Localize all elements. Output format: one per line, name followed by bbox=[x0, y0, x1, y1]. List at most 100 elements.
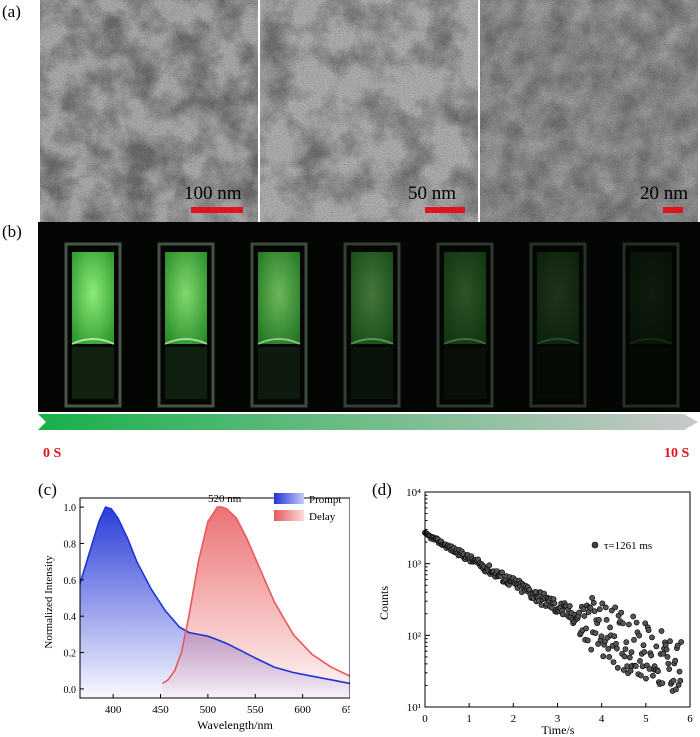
spectra-y-tick-label: 0.8 bbox=[64, 539, 77, 550]
decay-point bbox=[626, 654, 633, 661]
cuvette-base bbox=[537, 347, 579, 399]
decay-point bbox=[641, 649, 648, 655]
spectra-y-tick-label: 1.0 bbox=[64, 503, 77, 514]
decay-point bbox=[576, 609, 583, 616]
decay-point bbox=[649, 634, 655, 641]
decay-point bbox=[672, 657, 679, 664]
cuvette-frame bbox=[622, 242, 680, 408]
cuvette-glow bbox=[72, 252, 114, 344]
decay-point bbox=[612, 604, 619, 611]
cuvette-frame bbox=[250, 242, 308, 408]
cuvette-glow bbox=[630, 252, 672, 344]
decay-point bbox=[676, 668, 683, 675]
decay-point bbox=[596, 606, 603, 613]
decay-point bbox=[499, 569, 505, 576]
cuvette-meniscus bbox=[257, 338, 301, 345]
spectra-chart: 400 450 500 550 600 650 0.0 0.2 0.4 0.6 0.8 1.0 Wav… bbox=[43, 493, 350, 732]
tem-texture-1 bbox=[40, 0, 258, 222]
spectra-y-tick-label: 0.4 bbox=[64, 612, 77, 623]
decay-point bbox=[611, 633, 618, 640]
spectra-y-tick-label: 0.6 bbox=[64, 576, 77, 587]
decay-point bbox=[623, 639, 630, 646]
decay-point bbox=[620, 667, 627, 673]
tem-image-1: 100 nm bbox=[40, 0, 258, 222]
spectra-plot-area: 400 450 500 550 600 650 0.0 0.2 0.4 0.6 0.8 1.0 bbox=[64, 497, 350, 716]
decay-x-tick-label: 1 bbox=[466, 713, 472, 725]
tem-scale-label-3: 20 nm bbox=[640, 183, 689, 204]
decay-point bbox=[642, 620, 649, 627]
cuvette-glow bbox=[258, 252, 300, 344]
decay-x-tick-label: 2 bbox=[511, 713, 517, 725]
decay-point bbox=[603, 616, 610, 623]
decay-point bbox=[606, 653, 613, 660]
panel-label-c: (c) bbox=[38, 480, 57, 499]
decay-point bbox=[589, 595, 595, 601]
decay-point bbox=[621, 653, 628, 660]
decay-point bbox=[584, 637, 591, 644]
decay-y-tick-label: 10⁴ bbox=[406, 487, 421, 499]
decay-point bbox=[622, 646, 629, 652]
panel-label-a: (a) bbox=[2, 2, 21, 21]
decay-point bbox=[619, 620, 626, 627]
spectra-peak-annotation: 520 nm bbox=[208, 493, 242, 505]
decay-point bbox=[630, 613, 637, 620]
decay-point bbox=[636, 632, 643, 639]
spectra-x-label: Wavelength/nm bbox=[197, 718, 273, 732]
decay-point bbox=[637, 657, 643, 664]
spectra-x-tick-label: 650 bbox=[342, 704, 350, 716]
cuvette-2 bbox=[157, 242, 215, 408]
spectra-y-tick-label: 0.0 bbox=[64, 685, 77, 696]
decay-point bbox=[607, 624, 613, 631]
decay-point bbox=[583, 625, 589, 632]
decay-point bbox=[602, 604, 609, 611]
decay-x-label: Time/s bbox=[542, 723, 575, 737]
cuvette-base bbox=[444, 347, 486, 399]
decay-y-tick-label: 10² bbox=[407, 630, 422, 642]
decay-point bbox=[678, 639, 685, 645]
tem-scale-label-1: 100 nm bbox=[184, 183, 242, 204]
decay-point bbox=[645, 627, 652, 634]
decay-point bbox=[664, 653, 671, 660]
cuvette-glow bbox=[537, 252, 579, 344]
decay-point bbox=[580, 606, 587, 613]
decay-point bbox=[592, 630, 599, 636]
tem-image-2: 50 nm bbox=[260, 0, 478, 222]
tem-scale-bar-1 bbox=[191, 207, 243, 213]
spectra-legend: Prompt Delay bbox=[274, 493, 341, 523]
decay-point bbox=[655, 668, 661, 675]
decay-point bbox=[605, 645, 612, 652]
time-arrow bbox=[38, 414, 698, 430]
cuvette-1 bbox=[64, 242, 122, 408]
decay-point bbox=[625, 621, 632, 628]
decay-point bbox=[640, 642, 647, 649]
decay-point bbox=[610, 659, 617, 665]
series-1-line bbox=[161, 506, 350, 685]
decay-point bbox=[627, 667, 634, 674]
cuvette-frame bbox=[529, 242, 587, 408]
decay-point bbox=[600, 653, 607, 660]
series-1-fill bbox=[162, 507, 350, 698]
decay-point bbox=[587, 605, 594, 611]
decay-point bbox=[673, 686, 679, 693]
series-0-line bbox=[79, 506, 350, 685]
decay-point bbox=[649, 672, 656, 679]
tem-image-3: 20 nm bbox=[480, 0, 698, 222]
decay-point bbox=[666, 666, 673, 672]
cuvette-base bbox=[72, 347, 114, 399]
decay-point bbox=[566, 603, 573, 609]
cuvette-4 bbox=[343, 242, 401, 408]
decay-point bbox=[674, 642, 681, 649]
tem-scale-bar-2 bbox=[425, 207, 465, 213]
cuvette-frame bbox=[436, 242, 494, 408]
spectra-y-tick-label: 0.2 bbox=[64, 649, 77, 660]
cuvette-frame bbox=[157, 242, 215, 408]
decay-point bbox=[591, 608, 598, 615]
cuvette-meniscus bbox=[443, 338, 487, 345]
decay-point bbox=[628, 649, 635, 656]
cuvette-glow bbox=[351, 252, 393, 344]
decay-point bbox=[643, 675, 649, 682]
decay-point bbox=[581, 613, 588, 619]
decay-point bbox=[677, 677, 684, 684]
legend-delay-label: Delay bbox=[309, 511, 336, 523]
series-0-fill bbox=[80, 507, 350, 698]
